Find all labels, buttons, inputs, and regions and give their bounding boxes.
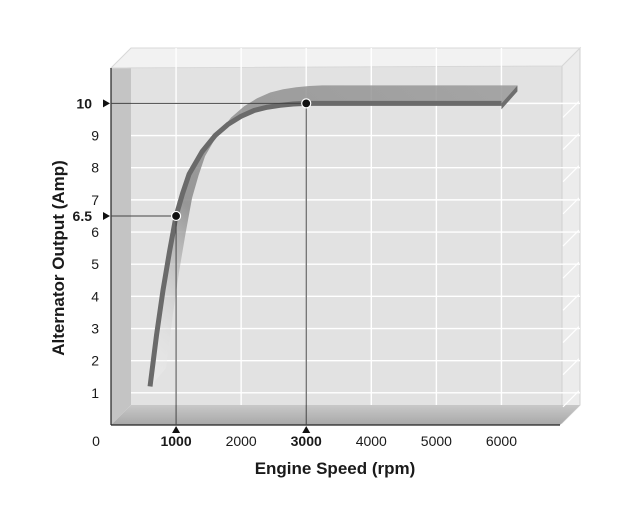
y-tick-10: 10 xyxy=(76,95,92,111)
x-tick-4000: 4000 xyxy=(356,433,387,449)
x-arrow-1 xyxy=(302,426,311,433)
curve-line xyxy=(147,100,502,387)
floor xyxy=(111,405,580,425)
x-tick-2000: 2000 xyxy=(226,433,257,449)
right-wall-slash-6 xyxy=(562,229,580,247)
highlight-leaders xyxy=(103,98,312,433)
y-arrow-1 xyxy=(103,99,110,108)
x-axis-title: Engine Speed (rpm) xyxy=(255,459,416,478)
x-tick-5000: 5000 xyxy=(421,433,452,449)
y-tick-1: 1 xyxy=(91,385,99,401)
x-tick-6000: 6000 xyxy=(486,433,517,449)
right-wall-slash-1 xyxy=(562,390,580,408)
y-arrow-0 xyxy=(103,211,110,220)
right-wall-slash-10 xyxy=(562,100,580,118)
y-tick-2: 2 xyxy=(91,353,99,369)
data-curve xyxy=(147,100,502,387)
right-wall-slash-9 xyxy=(562,133,580,150)
highlight-point-0 xyxy=(170,210,182,222)
right-wall-slash-4 xyxy=(562,293,580,311)
right-wall-grid xyxy=(562,100,580,408)
right-wall-slash-7 xyxy=(562,197,580,215)
y-tick-highlight-6.5: 6.5 xyxy=(73,208,93,224)
right-wall-slash-2 xyxy=(562,358,580,376)
curve-ribbon-end xyxy=(501,85,518,110)
right-wall-slash-5 xyxy=(562,261,580,279)
x-tick-labels: 0 1000 2000 3000 4000 5000 6000 xyxy=(92,433,517,449)
y-axis-title: Alternator Output (Amp) xyxy=(49,160,68,355)
x-tick-3000: 3000 xyxy=(291,433,322,449)
y-tick-8: 8 xyxy=(91,160,99,176)
curve-ribbon xyxy=(150,85,518,387)
back-wall xyxy=(131,48,580,405)
y-tick-4: 4 xyxy=(91,288,99,304)
plot-box xyxy=(109,46,582,425)
y-tick-5: 5 xyxy=(91,256,99,272)
y-tick-3: 3 xyxy=(91,321,99,337)
right-wall-slash-3 xyxy=(562,326,580,343)
right-wall-slash-8 xyxy=(562,165,580,183)
top-edge xyxy=(109,47,582,69)
left-wall xyxy=(111,48,131,425)
y-tick-9: 9 xyxy=(91,128,99,144)
x-tick-1000: 1000 xyxy=(160,433,191,449)
highlight-point-1 xyxy=(301,98,312,109)
y-tick-7: 7 xyxy=(91,192,99,208)
y-tick-labels: 1 2 3 4 5 6 7 8 9 10 6.5 xyxy=(73,95,100,400)
y-tick-6: 6 xyxy=(91,224,99,240)
x-arrow-0 xyxy=(172,426,181,433)
x-tick-0: 0 xyxy=(92,433,100,449)
